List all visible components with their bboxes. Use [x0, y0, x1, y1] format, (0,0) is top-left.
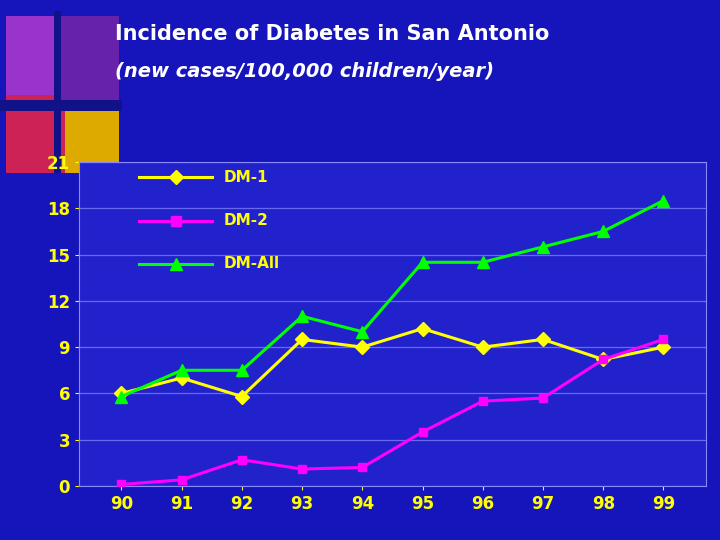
- Text: DM-1: DM-1: [224, 170, 269, 185]
- Text: DM-2: DM-2: [224, 213, 269, 228]
- Text: Incidence of Diabetes in San Antonio: Incidence of Diabetes in San Antonio: [115, 24, 549, 44]
- Bar: [54, 11, 61, 173]
- Bar: [58, 84, 119, 173]
- Bar: [6, 16, 65, 105]
- Bar: [6, 95, 65, 173]
- Text: DM-All: DM-All: [224, 256, 280, 271]
- Text: (new cases/100,000 children/year): (new cases/100,000 children/year): [115, 62, 494, 81]
- Bar: [58, 16, 119, 105]
- Bar: [0, 100, 122, 111]
